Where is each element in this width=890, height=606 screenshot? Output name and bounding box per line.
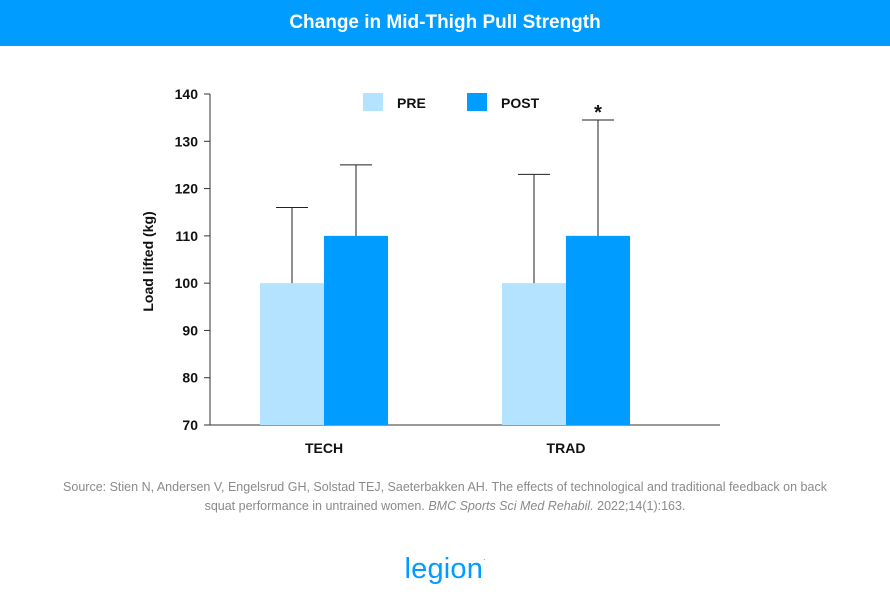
y-tick-label: 80 [182,370,198,386]
y-tick-label: 90 [182,322,198,338]
logo-mark: . [483,553,486,562]
y-tick-label: 120 [175,181,199,197]
legend-swatch-post [467,93,487,111]
x-tick-label: TRAD [547,440,586,456]
bar-post-trad [566,235,630,425]
legend-label-pre: PRE [397,95,426,111]
source-citation: Source: Stien N, Andersen V, Engelsrud G… [60,478,830,516]
bar-post-tech [324,235,388,425]
y-axis-label: Load lifted (kg) [140,211,156,311]
legend-swatch-pre [363,93,383,111]
chart-title: Change in Mid-Thigh Pull Strength [289,12,601,33]
significance-marker: * [594,102,602,124]
source-journal: BMC Sports Sci Med Rehabil. [428,499,594,513]
bar-chart: 70 80 90 100 110 120 130 140 Load lifted (kg) TEC… [140,86,720,456]
legion-logo: legion. [0,553,890,586]
y-tick-label: 140 [175,86,199,102]
chart-title-banner: Change in Mid-Thigh Pull Strength [0,0,890,46]
y-tick-label: 130 [175,133,199,149]
legend-label-post: POST [501,95,540,111]
y-tick-label: 70 [182,417,198,433]
bar-pre-trad [502,283,566,425]
source-text: Source: Stien N, Andersen V, Engelsrud G… [63,480,827,513]
bar-pre-tech [260,283,324,425]
source-suffix: 2022;14(1):163. [597,499,686,513]
logo-text: legion [404,553,484,585]
x-tick-label: TECH [305,440,343,456]
y-tick-label: 110 [175,228,198,244]
y-tick-label: 100 [175,275,199,291]
